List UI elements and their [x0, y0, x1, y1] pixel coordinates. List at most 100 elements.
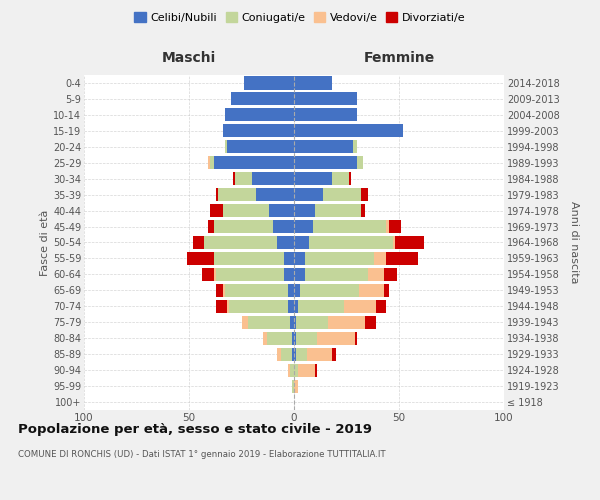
Bar — [374, 252, 386, 265]
Bar — [235, 172, 252, 185]
Bar — [193, 236, 204, 249]
Bar — [332, 348, 336, 360]
Bar — [365, 316, 376, 329]
Bar — [386, 220, 389, 233]
Bar — [284, 252, 294, 265]
Bar — [301, 284, 359, 297]
Bar — [361, 204, 365, 217]
Bar — [385, 268, 397, 281]
Bar — [294, 284, 301, 297]
Bar — [208, 220, 214, 233]
Bar — [214, 268, 217, 281]
Bar — [223, 124, 294, 138]
Bar — [263, 332, 266, 345]
Bar — [294, 236, 309, 249]
Bar — [294, 348, 296, 360]
Bar — [277, 348, 281, 360]
Bar — [292, 380, 294, 392]
Bar — [266, 332, 292, 345]
Bar — [217, 300, 227, 313]
Bar — [307, 348, 332, 360]
Bar — [233, 172, 235, 185]
Bar — [349, 172, 351, 185]
Bar — [294, 124, 403, 138]
Bar — [294, 252, 305, 265]
Bar — [315, 204, 361, 217]
Text: Maschi: Maschi — [162, 51, 216, 65]
Bar — [218, 188, 256, 201]
Bar — [294, 76, 332, 90]
Text: Popolazione per età, sesso e stato civile - 2019: Popolazione per età, sesso e stato civil… — [18, 422, 372, 436]
Bar — [231, 92, 294, 106]
Bar — [294, 188, 323, 201]
Bar — [290, 316, 294, 329]
Bar — [298, 364, 315, 376]
Bar — [284, 268, 294, 281]
Bar — [241, 316, 248, 329]
Bar — [214, 252, 284, 265]
Bar — [187, 252, 214, 265]
Bar — [244, 76, 294, 90]
Bar — [225, 140, 227, 153]
Bar — [252, 172, 294, 185]
Bar — [277, 236, 294, 249]
Bar — [313, 220, 386, 233]
Text: Femmine: Femmine — [364, 51, 434, 65]
Bar — [216, 284, 223, 297]
Bar — [288, 364, 290, 376]
Bar — [290, 364, 294, 376]
Bar — [281, 348, 292, 360]
Bar — [344, 300, 376, 313]
Bar — [298, 300, 344, 313]
Y-axis label: Anni di nascita: Anni di nascita — [569, 201, 579, 284]
Bar — [288, 300, 294, 313]
Bar — [204, 236, 277, 249]
Bar — [296, 332, 317, 345]
Bar — [376, 300, 386, 313]
Bar — [269, 204, 294, 217]
Bar — [294, 204, 315, 217]
Bar — [294, 156, 357, 170]
Bar — [223, 284, 224, 297]
Bar — [210, 204, 223, 217]
Bar — [294, 108, 357, 122]
Bar — [359, 284, 385, 297]
Bar — [214, 220, 273, 233]
Bar — [294, 380, 298, 392]
Bar — [317, 332, 355, 345]
Bar — [332, 172, 349, 185]
Bar — [386, 252, 418, 265]
Bar — [296, 348, 307, 360]
Bar — [305, 252, 374, 265]
Bar — [248, 316, 290, 329]
Legend: Celibi/Nubili, Coniugati/e, Vedovi/e, Divorziati/e: Celibi/Nubili, Coniugati/e, Vedovi/e, Di… — [130, 8, 470, 28]
Bar — [395, 236, 424, 249]
Bar — [305, 268, 367, 281]
Bar — [223, 204, 269, 217]
Y-axis label: Fasce di età: Fasce di età — [40, 210, 50, 276]
Bar — [288, 284, 294, 297]
Bar — [294, 300, 298, 313]
Bar — [208, 156, 210, 170]
Bar — [309, 236, 392, 249]
Bar — [353, 140, 357, 153]
Bar — [294, 172, 332, 185]
Bar — [273, 220, 294, 233]
Bar — [361, 188, 367, 201]
Bar — [294, 140, 353, 153]
Bar — [227, 140, 294, 153]
Text: COMUNE DI RONCHIS (UD) - Dati ISTAT 1° gennaio 2019 - Elaborazione TUTTITALIA.IT: COMUNE DI RONCHIS (UD) - Dati ISTAT 1° g… — [18, 450, 386, 459]
Bar — [292, 332, 294, 345]
Bar — [294, 268, 305, 281]
Bar — [224, 108, 294, 122]
Bar — [294, 92, 357, 106]
Bar — [323, 188, 361, 201]
Bar — [202, 268, 214, 281]
Bar — [227, 300, 229, 313]
Bar — [357, 156, 364, 170]
Bar — [216, 188, 218, 201]
Bar — [294, 316, 296, 329]
Bar — [256, 188, 294, 201]
Bar — [294, 332, 296, 345]
Bar — [217, 268, 284, 281]
